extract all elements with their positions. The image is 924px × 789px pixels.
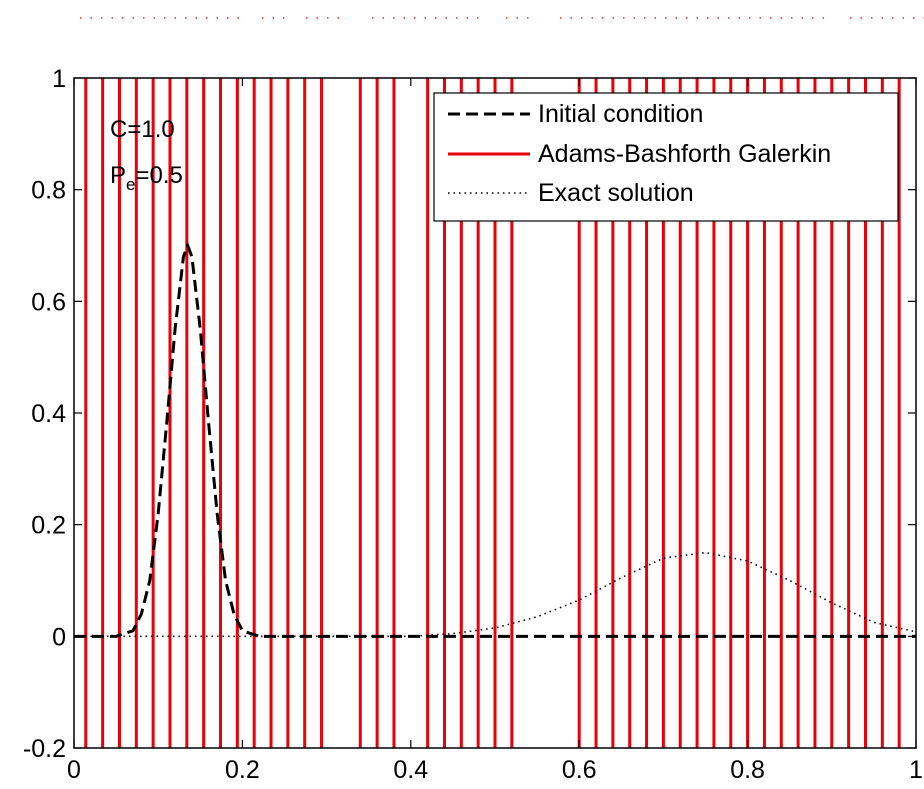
legend-entry-exact: Exact solution	[538, 179, 694, 207]
tick-labels: 0 0.2 0.4 0.6 0.8 1-0.200.20.40.60.81	[23, 65, 923, 784]
y-tick-label-2: 0.2	[31, 512, 66, 540]
legend-entry-initial: Initial condition	[538, 100, 703, 128]
annotation-peclet-sub: e	[126, 175, 135, 194]
axis-ticks	[73, 77, 917, 749]
legend: Initial condition Adams-Bashforth Galerk…	[433, 92, 899, 222]
x-tick-label-1: 0.2	[225, 756, 260, 784]
y-tick-label-3: 0.4	[31, 400, 66, 428]
x-tick-label-4: 0.8	[730, 756, 765, 784]
x-tick-label-2: 0.4	[393, 756, 428, 784]
plot-content	[74, 78, 917, 748]
x-tick-label-0: 0	[67, 756, 81, 784]
y-tick-label-1: 0	[52, 623, 66, 651]
x-tick-label-3: 0.6	[562, 756, 597, 784]
annotation-peclet-value: =0.5	[135, 162, 182, 189]
y-tick-label-5: 0.8	[31, 177, 66, 205]
y-tick-label-4: 0.6	[31, 288, 66, 316]
annotation-peclet-main: P	[110, 162, 126, 189]
annotation-peclet: Pe=0.5	[110, 162, 183, 194]
series-initial-condition	[74, 241, 916, 638]
x-tick-label-5: 1	[909, 756, 923, 784]
series-exact-solution	[74, 551, 917, 638]
legend-entry-adams: Adams-Bashforth Galerkin	[538, 140, 831, 168]
annotation-courant: C=1.0	[110, 116, 175, 143]
y-tick-label-0: -0.2	[23, 735, 66, 763]
y-tick-label-6: 1	[52, 65, 66, 93]
